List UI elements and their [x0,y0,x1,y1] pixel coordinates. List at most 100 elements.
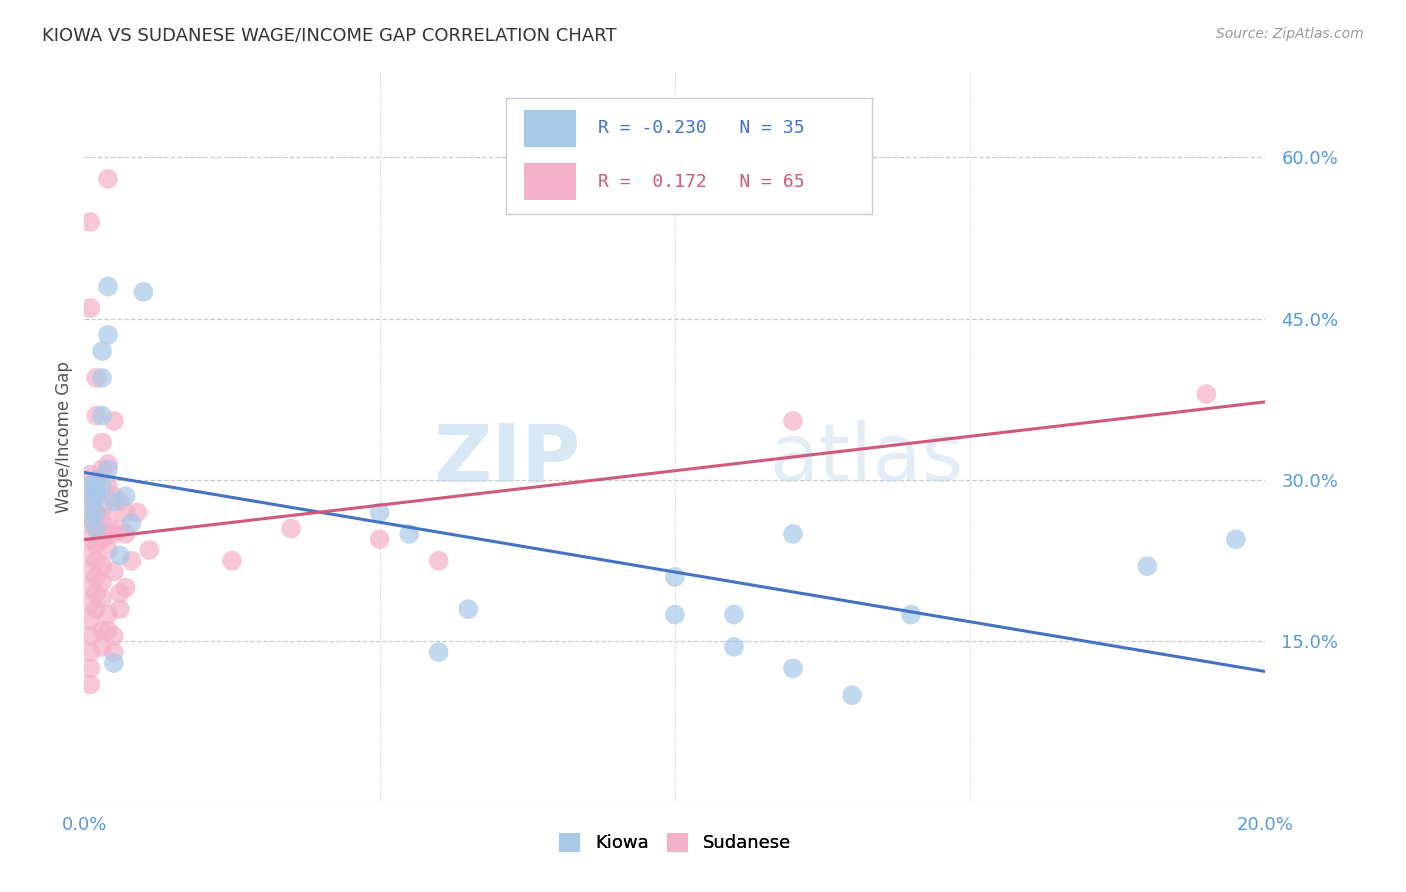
Point [132,285,155,299]
Point [91,371,114,385]
Point [84,489,107,503]
Point [127,505,149,519]
Point [91,624,114,638]
Point [79,516,101,530]
Point [457,602,479,616]
Point [84,409,107,423]
Point [91,462,114,476]
Point [103,494,125,508]
Point [91,640,114,654]
Point [91,344,114,359]
Point [84,371,107,385]
Point [221,554,243,568]
Point [79,215,101,229]
Point [84,538,107,552]
Point [79,597,101,611]
Point [103,645,125,659]
Point [79,533,101,547]
Point [79,549,101,563]
Y-axis label: Wage/Income Gap: Wage/Income Gap [55,361,73,513]
Point [84,554,107,568]
Bar [524,163,575,200]
Point [114,505,136,519]
Point [84,505,107,519]
Point [1195,387,1218,401]
Point [91,516,114,530]
Point [79,661,101,675]
Point [108,549,131,563]
Point [723,607,745,622]
Point [103,527,125,541]
Point [84,483,107,498]
Point [114,489,136,503]
Text: ZIP: ZIP [433,420,581,498]
Point [664,570,686,584]
Point [79,510,101,524]
Text: atlas: atlas [769,420,963,498]
Point [97,510,120,524]
Point [97,327,120,342]
Point [84,586,107,600]
Text: Source: ZipAtlas.com: Source: ZipAtlas.com [1216,27,1364,41]
Point [79,581,101,595]
Point [79,613,101,627]
Point [108,494,131,508]
Point [97,543,120,558]
Point [97,607,120,622]
Point [114,581,136,595]
Point [79,677,101,691]
Point [91,500,114,514]
Point [79,565,101,579]
Point [91,559,114,574]
Point [121,554,143,568]
Point [782,527,804,541]
Point [97,172,120,186]
Point [103,489,125,503]
Point [91,533,114,547]
Point [79,500,101,514]
Point [79,478,101,492]
Bar [524,110,575,147]
Point [121,516,143,530]
Point [1225,533,1247,547]
Point [103,656,125,670]
Point [900,607,922,622]
Legend: Kiowa, Sudanese: Kiowa, Sudanese [551,826,799,860]
Point [97,478,120,492]
Point [427,645,450,659]
Point [368,505,391,519]
Point [723,640,745,654]
Point [782,414,804,428]
Point [1136,559,1159,574]
Point [103,565,125,579]
Point [84,570,107,584]
Point [84,505,107,519]
Point [91,409,114,423]
Point [103,629,125,643]
Point [103,414,125,428]
Point [84,473,107,487]
Point [91,591,114,606]
Text: R =  0.172   N = 65: R = 0.172 N = 65 [598,173,804,191]
Text: R = -0.230   N = 35: R = -0.230 N = 35 [598,120,804,137]
Point [138,543,160,558]
Point [84,489,107,503]
Point [79,494,101,508]
Point [398,527,420,541]
Point [79,645,101,659]
Point [108,586,131,600]
Point [368,533,391,547]
Point [79,629,101,643]
Point [79,483,101,498]
Point [97,624,120,638]
Point [280,521,302,535]
Point [97,462,120,476]
Point [79,467,101,482]
Point [108,521,131,535]
Point [97,279,120,293]
Point [91,435,114,450]
Text: KIOWA VS SUDANESE WAGE/INCOME GAP CORRELATION CHART: KIOWA VS SUDANESE WAGE/INCOME GAP CORREL… [42,27,617,45]
Point [97,527,120,541]
Point [114,527,136,541]
Point [782,661,804,675]
